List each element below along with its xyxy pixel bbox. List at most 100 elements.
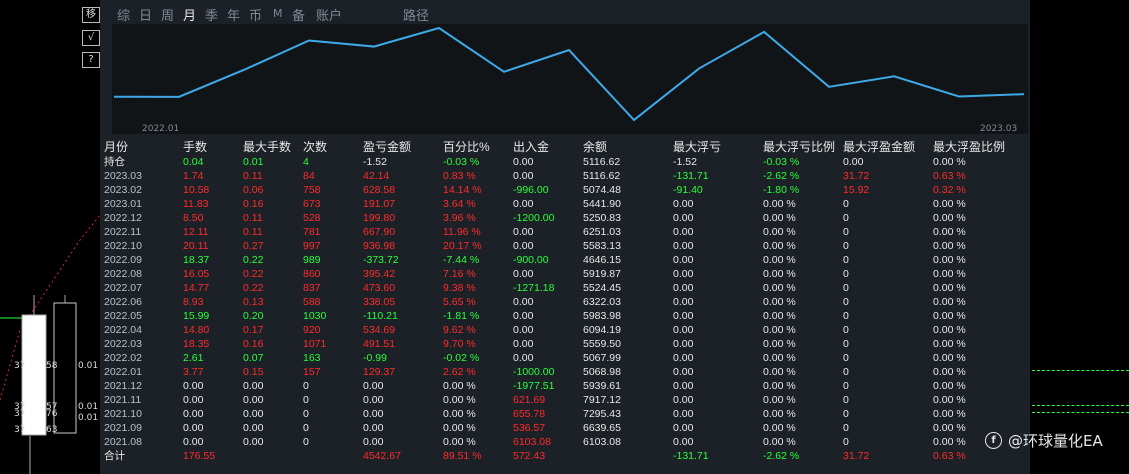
tab-path[interactable]: 路径 [403, 9, 430, 24]
cell-count: 1030 [303, 310, 327, 322]
column-header[interactable]: 出入金 [513, 140, 550, 154]
cell-pct: 3.96 % [443, 212, 476, 224]
table-row: 2023.03 1.74 0.11 84 42.14 0.83 % 0.00 5116.62 -… [104, 169, 1013, 183]
x-axis-start-label: 2022.01 [142, 124, 180, 134]
cell-max-dd: 0.00 [673, 352, 694, 364]
cell-balance: 7917.12 [583, 394, 621, 406]
cell-max-fp-pct: 0.32 % [933, 184, 966, 196]
tab-month[interactable]: 月 [183, 9, 197, 24]
move-button[interactable]: 移 [82, 7, 100, 23]
cell-max-dd-pct: 0.00 % [763, 408, 796, 420]
cell-pnl: 0.00 [363, 422, 384, 434]
tab-year[interactable]: 年 [227, 9, 241, 24]
cell-pnl: 473.60 [363, 282, 396, 294]
cell-lots: 11.83 [183, 198, 209, 210]
cell-flow: -1271.18 [513, 282, 555, 294]
cell-max-lots: 0.11 [243, 226, 263, 238]
cell-pnl: 534.69 [363, 324, 396, 336]
total-cell-max-fp-pct: 0.63 % [933, 450, 966, 462]
column-header[interactable]: 最大浮亏比例 [763, 140, 836, 154]
cell-max-fp-pct: 0.00 % [933, 324, 966, 336]
cell-max-fp: 0 [843, 282, 849, 294]
cell-max-fp: 0.00 [843, 156, 864, 168]
column-header[interactable]: 盈亏金额 [363, 140, 412, 154]
cell-balance: 5116.62 [583, 156, 621, 168]
tab-day[interactable]: 日 [139, 9, 153, 24]
bg-label: 58 [46, 361, 58, 371]
table-row: 2021.11 0.00 0.00 0 0.00 0.00 % 621.69 7917.12 0… [104, 393, 1013, 407]
cell-flow: 0.00 [513, 226, 534, 238]
cell-max-lots: 0.20 [243, 310, 264, 322]
cell-lots: 1.74 [183, 170, 204, 182]
tab-summary[interactable]: 综 [117, 9, 131, 24]
cell-pct: 20.17 % [443, 240, 482, 252]
cell-max-dd-pct: -2.62 % [763, 170, 800, 182]
tab-week[interactable]: 周 [161, 9, 175, 24]
equity-chart [112, 24, 1028, 134]
cell-count: 4 [303, 156, 309, 168]
cell-month: 2022.10 [104, 240, 142, 252]
column-header[interactable]: 余额 [583, 140, 608, 154]
column-header[interactable]: 月份 [104, 140, 129, 154]
cell-balance: 4646.15 [583, 254, 621, 266]
cell-max-lots: 0.01 [243, 156, 264, 168]
column-header[interactable]: 最大浮亏 [673, 140, 722, 154]
table-row: 2022.11 12.11 0.11 781 667.90 11.96 % 0.00 6251… [104, 225, 1013, 239]
column-header[interactable]: 手数 [183, 140, 208, 154]
cell-max-dd-pct: 0.00 % [763, 422, 796, 434]
cell-max-fp: 31.72 [843, 170, 870, 182]
cell-max-dd: 0.00 [673, 394, 694, 406]
column-header[interactable]: 最大浮盈比例 [933, 140, 1006, 154]
cell-max-fp: 0 [843, 212, 849, 224]
bg-label: 37 [14, 402, 25, 412]
cell-max-lots: 0.22 [243, 268, 264, 280]
cell-month: 2021.09 [104, 422, 142, 434]
watermark-text: @环球量化EA [1008, 432, 1103, 450]
cell-month: 2023.03 [104, 170, 142, 182]
cell-count: 0 [303, 422, 309, 434]
cell-pct: 11.96 % [443, 226, 481, 238]
cell-balance: 6251.03 [583, 226, 621, 238]
column-header[interactable]: 最大浮盈金额 [843, 140, 916, 154]
cell-pnl: 0.00 [363, 408, 384, 420]
cell-max-dd-pct: 0.00 % [763, 296, 796, 308]
cell-max-dd-pct: -1.80 % [763, 184, 800, 196]
table-row: 2021.10 0.00 0.00 0 0.00 0.00 % 655.78 7295.43 0… [104, 407, 1013, 421]
cell-lots: 14.77 [183, 282, 210, 294]
total-cell-lots: 176.55 [183, 450, 216, 462]
weibo-icon: f [985, 432, 1002, 449]
column-header[interactable]: 次数 [303, 140, 328, 154]
equity-line [113, 26, 1025, 122]
tab-m[interactable]: M [273, 7, 283, 20]
cell-balance: 6103.08 [583, 436, 621, 448]
cell-balance: 5116.62 [583, 170, 621, 182]
cell-max-fp-pct: 0.00 % [933, 296, 966, 308]
cell-max-lots: 0.27 [243, 240, 264, 252]
cell-max-lots: 0.13 [243, 296, 264, 308]
cell-max-dd: 0.00 [673, 422, 694, 434]
cell-max-fp-pct: 0.63 % [933, 170, 966, 182]
cell-pnl: -110.21 [363, 310, 398, 322]
total-cell-max-fp: 31.72 [843, 450, 870, 462]
cell-max-fp-pct: 0.00 % [933, 254, 966, 266]
cell-count: 157 [303, 366, 321, 378]
cell-lots: 15.99 [183, 310, 210, 322]
cell-max-fp: 0 [843, 296, 849, 308]
cell-flow: 0.00 [513, 296, 534, 308]
column-header[interactable]: 百分比% [443, 140, 490, 154]
table-row: 持仓 0.04 0.01 4 -1.52 -0.03 % 0.00 5116.62 -1.52 -… [104, 155, 1013, 169]
table-row: 2022.08 16.05 0.22 860 395.42 7.16 % 0.00 5919.… [104, 267, 1013, 281]
tab-currency[interactable]: 币 [249, 9, 263, 24]
cell-max-lots: 0.15 [243, 366, 264, 378]
help-button[interactable]: ? [82, 52, 100, 68]
cell-count: 920 [303, 324, 321, 336]
tab-quarter[interactable]: 季 [205, 9, 219, 24]
column-header[interactable]: 最大手数 [243, 140, 292, 154]
cell-max-dd: 0.00 [673, 380, 694, 392]
tab-account[interactable]: 账户 [316, 9, 343, 24]
cell-count: 163 [303, 352, 321, 364]
tab-note[interactable]: 备 [292, 9, 306, 24]
cell-balance: 6639.65 [583, 422, 621, 434]
cell-pct: 3.64 % [443, 198, 476, 210]
check-button[interactable]: √ [82, 30, 100, 46]
